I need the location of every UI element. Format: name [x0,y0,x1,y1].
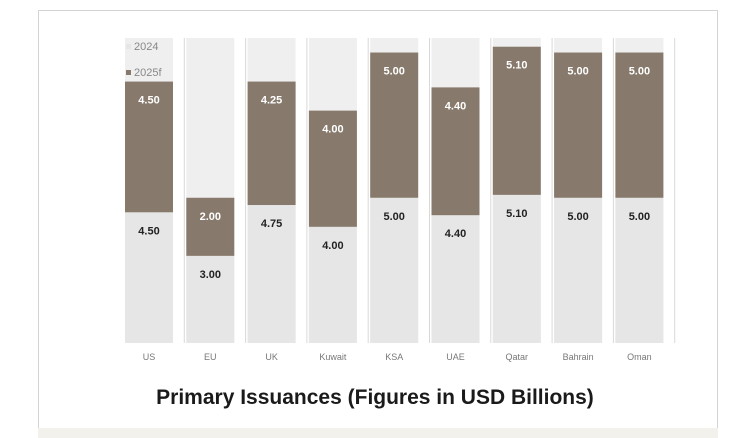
label-2025f-us: 4.50 [138,95,159,107]
bar-series [125,46,664,343]
bar-2025f-uk [247,81,296,206]
label-2024-ksa: 5.00 [383,211,404,223]
tick-uae: UAE [446,352,465,362]
tick-uk: UK [265,352,278,362]
bar-2024-qatar [492,194,541,343]
tick-oman: Oman [627,352,652,362]
bar-2025f-uae [431,87,480,216]
bar-2025f-kuwait [308,110,357,227]
bar-2025f-oman [615,52,664,198]
bar-2024-uae [431,215,480,343]
label-2025f-uae: 4.40 [445,100,466,112]
label-2024-uae: 4.40 [445,228,466,240]
bar-2025f-bahrain [554,52,603,198]
bar-2024-uk [247,205,296,343]
bottom-strip [38,428,718,438]
legend-swatch-2025f [126,70,131,75]
bar-2024-eu [186,255,235,343]
tick-us: US [143,352,156,362]
label-2025f-kuwait: 4.00 [322,124,343,136]
bar-2024-us [125,212,173,343]
legend-label-2024: 2024 [134,41,158,53]
label-2024-qatar: 5.10 [506,208,527,220]
x-tick-labels: US EU UK Kuwait KSA UAE Qatar Bahrain Oman [143,352,652,362]
label-2025f-eu: 2.00 [200,211,221,223]
bar-2025f-us [125,81,173,213]
label-2025f-qatar: 5.10 [506,60,527,72]
bar-2024-kuwait [308,226,357,343]
bar-2025f-ksa [370,52,419,198]
label-2024-kuwait: 4.00 [322,240,343,252]
bar-2025f-qatar [492,46,541,195]
label-2024-bahrain: 5.00 [567,211,588,223]
label-2024-eu: 3.00 [200,269,221,281]
tick-eu: EU [204,352,217,362]
label-2024-uk: 4.75 [261,218,282,230]
bar-2024-bahrain [554,197,603,343]
tick-kuwait: Kuwait [319,352,347,362]
data-labels: 4.50 4.50 3.00 2.00 4.75 4.25 4.00 4.00 5.00 5.00… [138,60,650,281]
legend: 2024 2025f [126,41,162,79]
legend-label-2025f: 2025f [134,67,162,79]
label-2025f-ksa: 5.00 [383,66,404,78]
bar-2024-ksa [370,197,419,343]
bar-2025f-eu [186,197,235,256]
legend-swatch-2024 [126,44,131,49]
tick-qatar: Qatar [506,352,529,362]
label-2025f-uk: 4.25 [261,95,282,107]
chart-title: Primary Issuances (Figures in USD Billio… [156,386,594,409]
label-2024-oman: 5.00 [629,211,650,223]
bar-2024-oman [615,197,664,343]
tick-ksa: KSA [385,352,403,362]
tick-bahrain: Bahrain [563,352,594,362]
label-2024-us: 4.50 [138,225,159,237]
label-2025f-oman: 5.00 [629,66,650,78]
label-2025f-bahrain: 5.00 [567,66,588,78]
